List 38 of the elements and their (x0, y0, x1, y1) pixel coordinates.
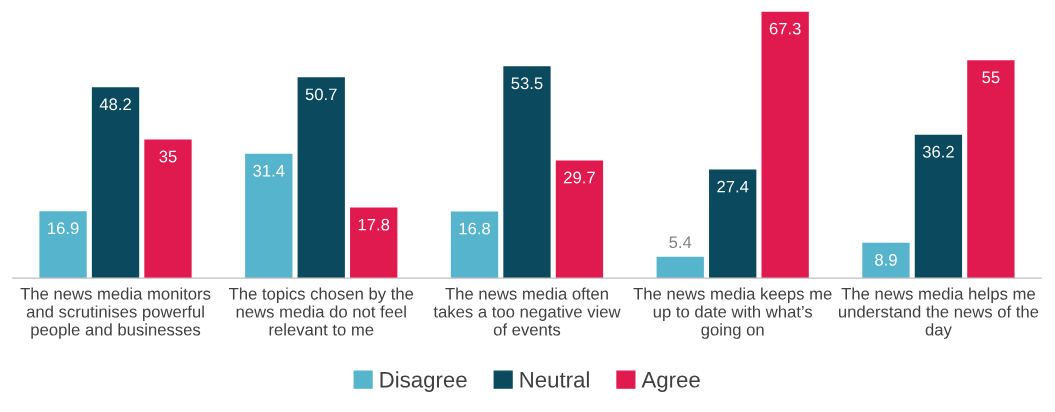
data-label: 16.8 (459, 222, 491, 235)
data-label: 36.2 (922, 145, 954, 158)
bar (39, 211, 87, 279)
data-label: 8.9 (875, 253, 897, 266)
x-tick-label: The news media keeps me up to date with what’s going on (633, 287, 832, 339)
data-label: 53.5 (511, 77, 543, 90)
data-label: 17.8 (358, 218, 390, 231)
bar (761, 11, 809, 279)
data-label: 31.4 (253, 164, 285, 177)
x-tick-label: The news media often takes a too negative view of events (433, 287, 621, 336)
bar (914, 134, 963, 279)
data-label: 35 (159, 150, 177, 163)
data-label: 55 (982, 71, 1000, 84)
data-label: 48.2 (99, 98, 131, 111)
bar (245, 153, 293, 279)
legend-label: Neutral (520, 371, 589, 388)
bar (350, 207, 398, 279)
bar (450, 211, 499, 279)
bar (297, 77, 345, 279)
x-tick-label: The news media monitors and scrutinises powerful people and businesses (20, 287, 211, 339)
bar (709, 169, 757, 279)
data-label: 27.4 (717, 180, 749, 193)
x-tick-label: The topics chosen by the news media do not feel relevant to me (228, 287, 414, 336)
bar (144, 139, 192, 279)
bar (656, 256, 704, 279)
bar (503, 66, 551, 279)
data-label: 16.9 (48, 222, 79, 235)
legend-label: Agree (641, 372, 700, 392)
x-tick-label: The news media helps me understand the news of the day (838, 287, 1039, 339)
data-label: 5.4 (669, 236, 692, 249)
data-label: 50.7 (305, 88, 337, 101)
data-label: 67.3 (769, 22, 801, 35)
bar (967, 60, 1015, 279)
bar (555, 160, 604, 279)
legend-label: Disagree (380, 371, 467, 392)
bar (862, 242, 910, 279)
bar (91, 87, 140, 279)
data-label: 29.7 (564, 171, 595, 184)
